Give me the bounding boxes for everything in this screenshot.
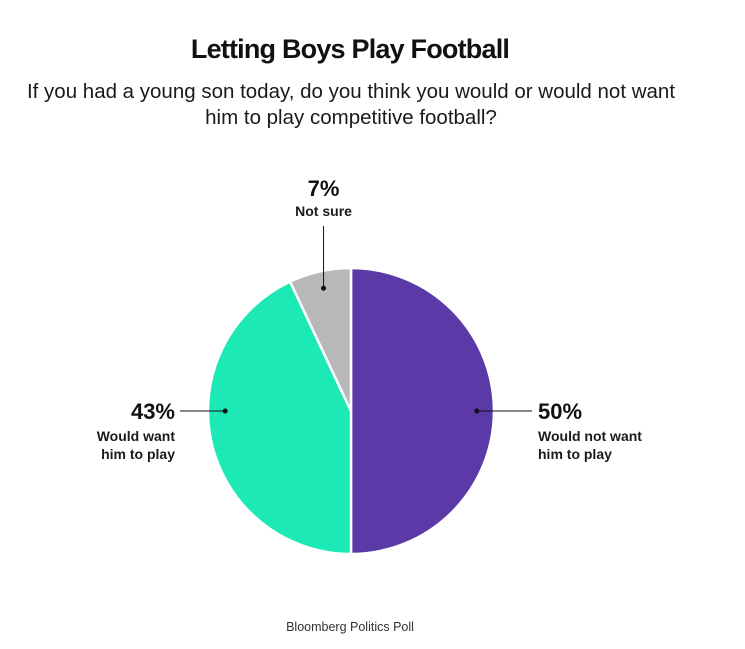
- slice-value-label-0: 50%: [538, 399, 582, 424]
- slice-value-label-1: 43%: [131, 399, 175, 424]
- pie-slice-2: [288, 266, 353, 413]
- slice-value-label-2: 7%: [308, 176, 340, 201]
- pie-slice-1: [206, 280, 353, 556]
- chart-subtitle: If you had a young son today, do you thi…: [26, 80, 676, 129]
- slice-category-label-1-0: Would want: [97, 428, 176, 444]
- slice-category-label-0-0: Would not want: [538, 428, 642, 444]
- slice-category-label-2-0: Not sure: [295, 203, 352, 219]
- slice-category-label-0-1: him to play: [538, 446, 612, 462]
- pie-slice-0: [349, 266, 496, 556]
- pie-slices: [206, 266, 496, 556]
- pie-labels: 50% Would not want him to play 43% Would wan…: [97, 176, 643, 462]
- chart-title: Letting Boys Play Football: [190, 34, 510, 64]
- source-note: Bloomberg Politics Poll: [286, 620, 414, 634]
- slice-category-label-1-1: him to play: [101, 446, 175, 462]
